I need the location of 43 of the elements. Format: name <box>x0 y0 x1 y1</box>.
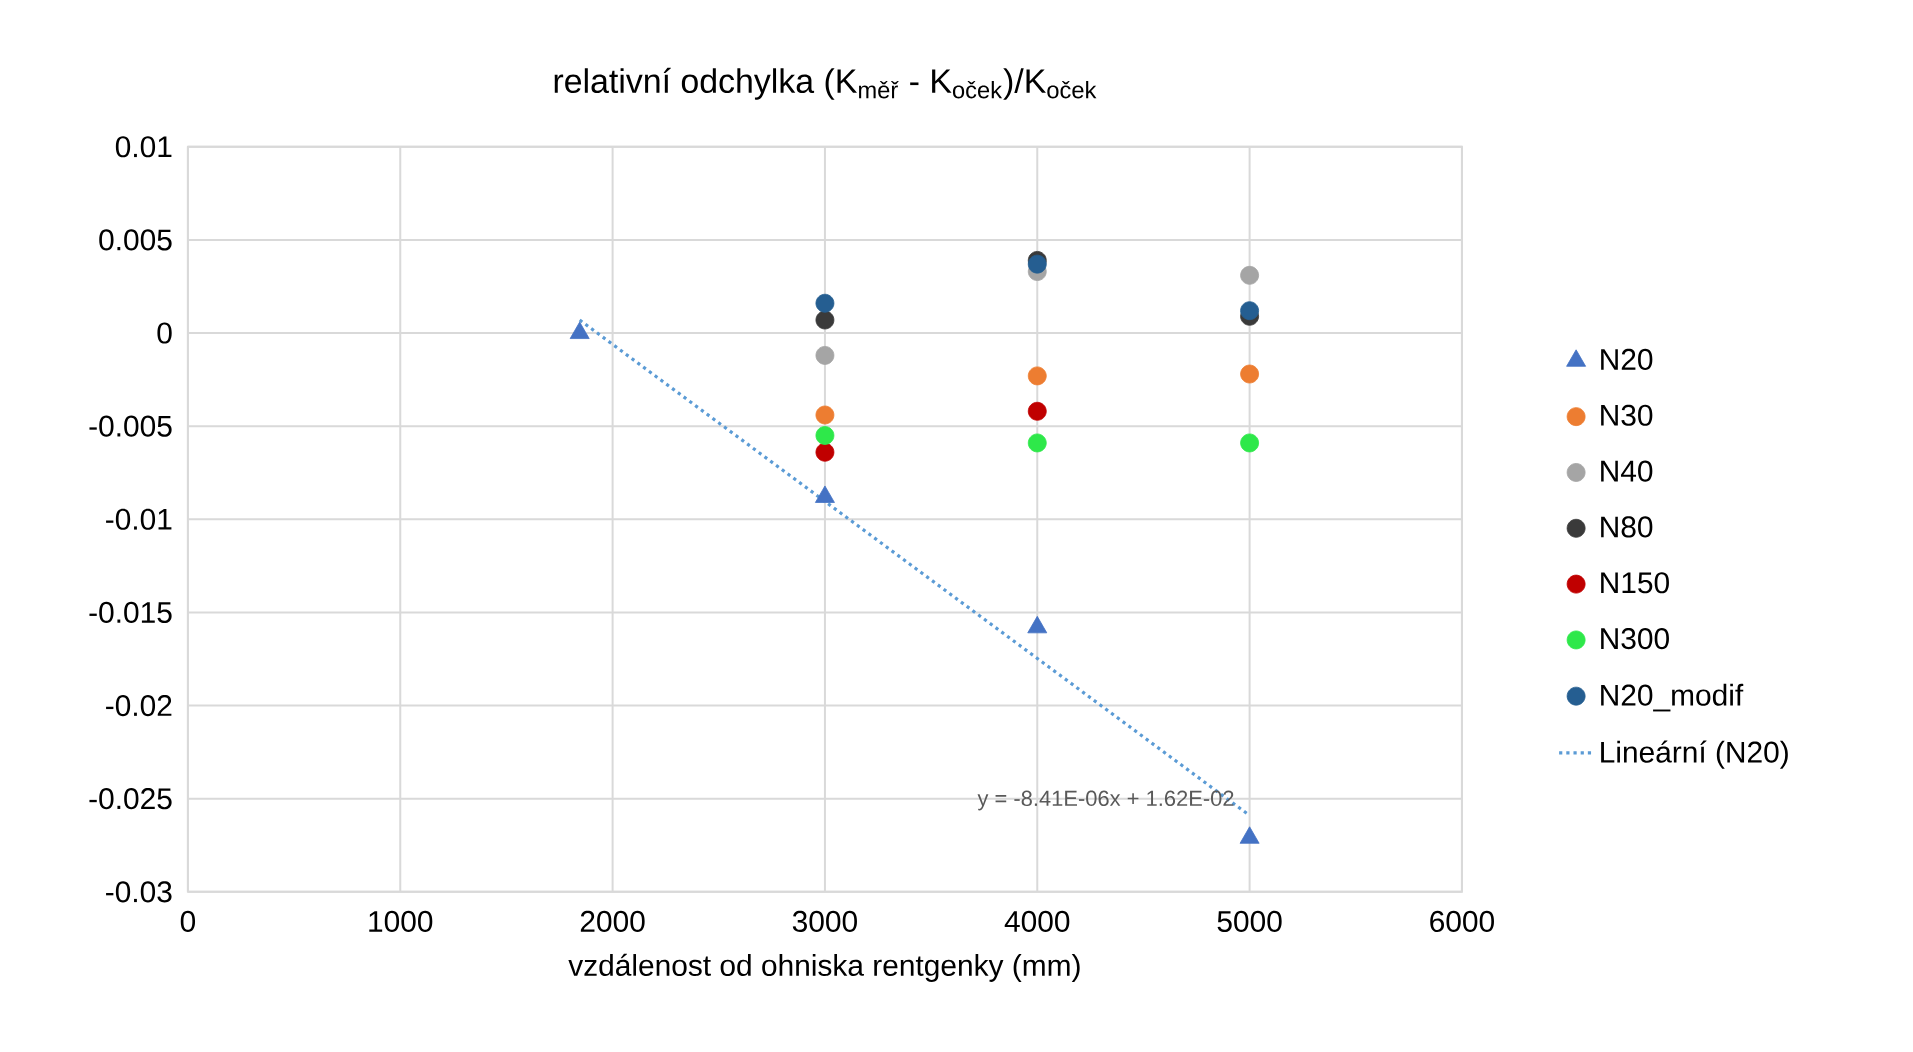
x-tick-label: 4000 <box>1004 910 1070 932</box>
point <box>1239 826 1260 844</box>
point <box>1027 615 1048 634</box>
legend-label: N300 <box>1601 628 1669 650</box>
point <box>1240 301 1259 321</box>
legend-label: N20_modif <box>1601 683 1744 712</box>
x-tick-label: 2000 <box>580 910 645 932</box>
x-axis-title: vzdálenost od ohniska rentgenky (mm) <box>568 953 1080 982</box>
point <box>1240 265 1259 285</box>
y-tick-label: -0.01 <box>106 508 172 530</box>
x-tick-label: 3000 <box>792 910 857 932</box>
x-tick-label: 5000 <box>1217 910 1282 932</box>
legend-label: N30 <box>1601 404 1653 426</box>
x-tick-label: 1000 <box>369 910 433 932</box>
point <box>815 293 835 313</box>
y-tick-label: -0.005 <box>89 415 172 437</box>
legend-label: Lineární (N20) <box>1601 740 1788 769</box>
y-tick-label: -0.02 <box>106 694 172 717</box>
y-tick-label: 0 <box>157 322 172 344</box>
x-tick-label: 6000 <box>1430 910 1494 932</box>
point <box>1027 254 1047 274</box>
annotation: y = -8.41E-06x + 1.62E-02 <box>977 790 1234 811</box>
point <box>815 310 835 330</box>
y-tick-label: -0.025 <box>89 788 172 810</box>
y-tick-label: -0.015 <box>89 601 172 623</box>
point <box>1027 366 1047 386</box>
point <box>1027 401 1047 421</box>
y-tick-label: 0.005 <box>99 229 172 251</box>
point <box>815 346 835 365</box>
y-tick-label: 0.01 <box>115 136 172 158</box>
point <box>1027 433 1047 453</box>
legend-label: N80 <box>1601 516 1653 538</box>
point <box>815 405 835 425</box>
point <box>815 442 835 462</box>
x-tick-label: 0 <box>180 910 196 932</box>
point <box>815 426 835 445</box>
legend-label: N20 <box>1601 348 1653 371</box>
point <box>1240 364 1259 384</box>
y-tick-label: -0.03 <box>106 881 172 903</box>
legend-label: N40 <box>1601 460 1653 482</box>
legend-label: N150 <box>1601 572 1669 594</box>
point <box>1240 433 1259 453</box>
chart-title: relativní odchylka (K$_{měř}$ - K$_{oček}$)/K$_{oček}$ <box>554 67 1097 100</box>
